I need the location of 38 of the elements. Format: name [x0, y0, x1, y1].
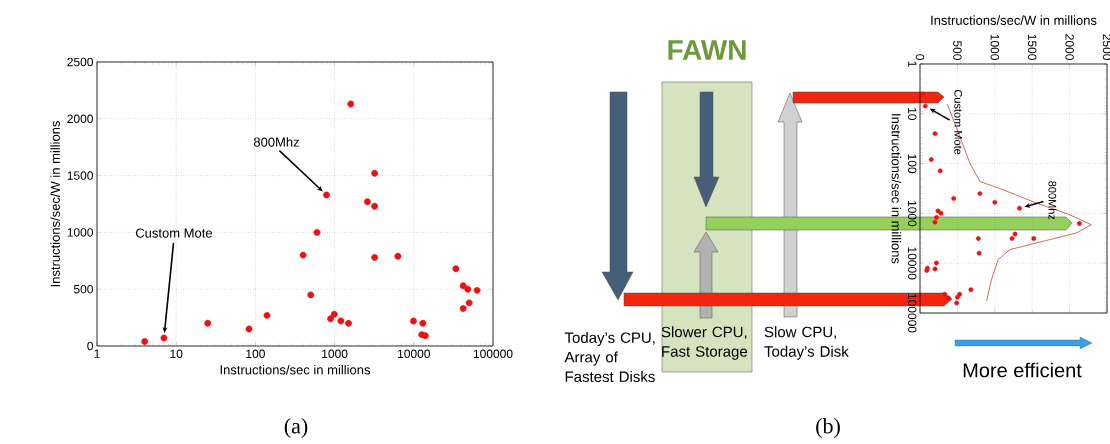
annotation: 800Mhz: [1048, 181, 1057, 220]
text: FAWN: [668, 40, 746, 60]
y-tick-label: 0: [87, 341, 93, 351]
y-axis-title: Instructions/sec/W in millions: [50, 121, 60, 287]
x-tick-label: 2000: [1065, 34, 1074, 60]
x-tick-label: 100000: [473, 349, 513, 359]
y-tick-label: 10000: [907, 247, 917, 280]
text: Today’s CPU, Array of Fastest Disks: [564, 331, 655, 382]
x-tick-label: 1: [94, 349, 100, 358]
x-tick-label: 0: [915, 54, 925, 60]
y-tick-label: 100: [907, 154, 917, 174]
text: Slow CPU, Today’s Disk: [764, 326, 849, 360]
x-axis-title: Instructions/sec/W in millions: [931, 15, 1097, 25]
text: (b): [816, 418, 840, 438]
annotation: Custom Mote: [954, 89, 963, 155]
text: More efficient: [963, 362, 1082, 378]
x-tick-label: 1000: [990, 34, 1000, 60]
annotation: 800Mhz: [253, 137, 299, 147]
y-tick-label: 500: [73, 284, 93, 294]
y-tick-label: 2500: [67, 57, 93, 67]
text: Slower CPU, Fast Storage: [661, 326, 748, 360]
x-tick-label: 10: [170, 349, 183, 359]
x-tick-label: 1500: [1027, 34, 1037, 60]
x-tick-label: 1000: [322, 349, 348, 359]
y-tick-label: 2000: [67, 114, 93, 124]
y-tick-label: 100000: [907, 293, 917, 333]
text: (a): [284, 418, 308, 438]
x-tick-label: 100: [246, 349, 265, 359]
y-axis-title: Instructions/sec in millions: [891, 114, 902, 264]
x-tick-label: 10000: [398, 349, 431, 359]
y-tick-label: 1500: [67, 171, 93, 180]
x-tick-label: 500: [953, 40, 962, 60]
annotation: Custom Mote: [135, 228, 212, 238]
y-tick-label: 1: [908, 61, 917, 67]
y-tick-label: 10: [907, 108, 917, 121]
y-tick-label: 1000: [907, 200, 917, 227]
y-tick-label: 1000: [67, 228, 93, 237]
x-axis-title: Instructions/sec in millions: [220, 364, 371, 375]
